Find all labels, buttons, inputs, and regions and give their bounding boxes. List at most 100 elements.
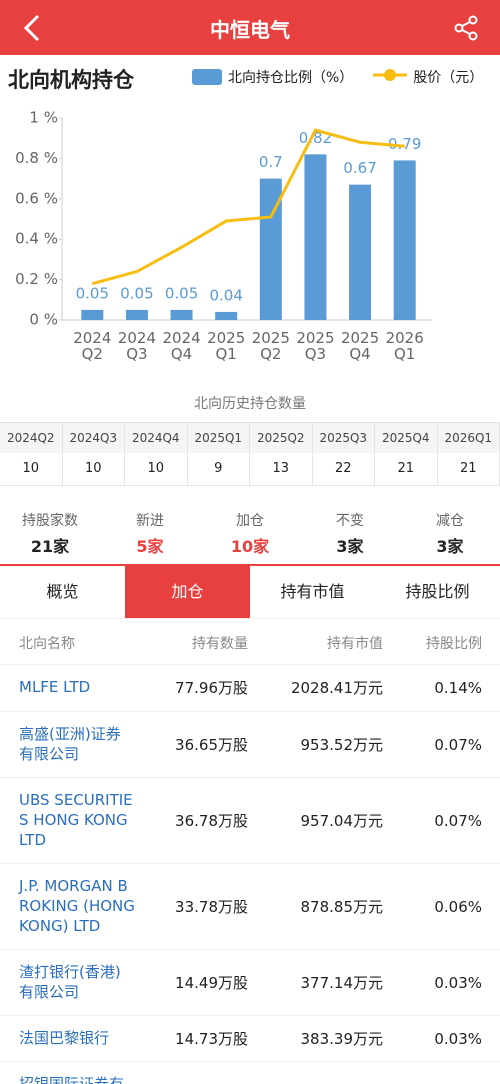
list-row[interactable]: 招银国际证券有	[0, 1062, 500, 1084]
tab[interactable]: 持有市值	[250, 566, 375, 618]
x-tick-label: 2025 Q1	[207, 329, 246, 363]
holder-name: MLFE LTD	[19, 678, 91, 696]
cell-value: 14.49万股	[175, 974, 248, 992]
list-row[interactable]: UBS SECURITIES HONG KONG LTD 36.78万股 957.0…	[0, 778, 500, 864]
history-header: 2024Q2	[0, 423, 63, 453]
page-title: 中恒电气	[210, 18, 290, 42]
legend-swatch	[192, 69, 222, 85]
tab[interactable]: 概览	[0, 566, 125, 618]
stat-label: 新进	[136, 513, 164, 529]
bar	[259, 178, 282, 320]
y-tick-label: 1 %	[29, 109, 58, 127]
list-row[interactable]: J.P. MORGAN BROKING (HONG KONG) LTD 33.78…	[0, 864, 500, 950]
list-row[interactable]: 法国巴黎银行 14.73万股 383.39万元 0.03%	[0, 1016, 500, 1062]
legend-label: 股价（元）	[413, 70, 484, 86]
cell-value: 0.14%	[434, 679, 482, 697]
cell-value: 0.07%	[434, 812, 482, 830]
history-table: 2024Q2 10 2024Q3 10 2024Q4 10 2025Q1 9 2025Q2 13 2…	[0, 422, 500, 486]
cell-value: 2028.41万元	[290, 679, 383, 697]
list-row[interactable]: 高盛(亚洲)证券有限公司 36.65万股 953.52万元 0.07%	[0, 712, 500, 778]
tab[interactable]: 持股比例	[375, 566, 500, 618]
y-tick-label: 0.8 %	[15, 149, 58, 167]
history-header: 2025Q4	[375, 423, 438, 453]
stat-label: 减仓	[436, 513, 464, 529]
history-header: 2026Q1	[437, 423, 500, 453]
cell-value: 0.06%	[434, 898, 482, 916]
header: 中恒电气	[0, 0, 500, 55]
cell-value: 957.04万元	[300, 812, 384, 830]
holder-name: 渣打银行(香港)有限公司	[19, 963, 121, 1001]
x-tick-label: 2026 Q1	[385, 329, 424, 363]
history-header: 2024Q4	[125, 423, 188, 453]
bar	[81, 309, 104, 320]
legend-swatch	[373, 67, 408, 87]
data-label: 0.7	[259, 153, 283, 171]
price-line	[91, 128, 405, 286]
stat-label: 不变	[336, 513, 364, 529]
data-label: 0.05	[165, 284, 198, 302]
x-tick-label: 2024 Q3	[117, 329, 157, 363]
cell-value: 14.73万股	[175, 1030, 248, 1048]
stat-value: 21家	[30, 537, 70, 556]
x-tick-label: 2025 Q4	[340, 329, 380, 363]
y-tick-label: 0 %	[29, 311, 58, 329]
tabs: 概览 加仓 持有市值 持股比例	[0, 566, 500, 619]
history-header: 2025Q3	[312, 423, 375, 453]
stat-value: 3家	[336, 537, 364, 556]
cell-value: 36.65万股	[175, 736, 248, 754]
holder-name: J.P. MORGAN BROKING (HONG KONG) LTD	[19, 877, 135, 935]
y-tick-label: 0.6 %	[15, 189, 58, 207]
cell-value: 77.96万股	[175, 679, 248, 697]
list-row[interactable]: 渣打银行(香港)有限公司 14.49万股 377.14万元 0.03%	[0, 950, 500, 1016]
data-label: 0.79	[388, 135, 421, 153]
data-label: 0.04	[209, 286, 242, 304]
history-value: 9	[188, 453, 250, 485]
x-tick-label: 2025 Q2	[251, 329, 290, 363]
x-tick-label: 2025 Q3	[296, 329, 335, 363]
stat-value: 5家	[136, 537, 164, 556]
share-button[interactable]	[454, 15, 480, 41]
column-header: 北向名称	[19, 636, 75, 652]
cell-value: 383.39万元	[300, 1030, 384, 1048]
back-button[interactable]	[20, 14, 44, 42]
history-value: 21	[438, 453, 500, 485]
holder-name: UBS SECURITIES HONG KONG LTD	[19, 791, 133, 849]
cell-value: 878.85万元	[300, 898, 384, 916]
legend-item: 股价（元）	[373, 67, 483, 87]
cell-value: 0.03%	[434, 1030, 482, 1048]
tab[interactable]: 加仓	[125, 566, 250, 618]
holder-list: 北向名称 持有数量 持有市值 持股比例 MLFE LTD 77.96万股 2028.41万元…	[0, 620, 500, 1084]
data-label: 0.67	[343, 159, 376, 177]
cell-value: 36.78万股	[175, 812, 248, 830]
x-tick-label: 2024 Q2	[73, 329, 112, 363]
bar	[304, 154, 327, 320]
stat-label: 加仓	[236, 513, 264, 529]
bar	[125, 309, 148, 320]
list-header: 北向名称 持有数量 持有市值 持股比例	[0, 620, 500, 665]
history-header: 2024Q3	[62, 423, 125, 453]
y-tick-label: 0.2 %	[15, 270, 58, 288]
history-value: 10	[63, 453, 125, 485]
holder-name: 高盛(亚洲)证券有限公司	[19, 725, 121, 763]
data-label: 0.05	[76, 284, 109, 302]
cell-value: 0.03%	[434, 974, 482, 992]
legend: 北向持仓比例（%） 股价（元）	[192, 67, 483, 87]
history-value: 10	[125, 453, 188, 485]
chart: 0 % 0.2 % 0.4 % 0.6 % 0.8 % 1 % 0.05 0.05 0.05 0.…	[15, 109, 432, 329]
holder-name: 招银国际证券有	[19, 1075, 125, 1084]
cell-value: 33.78万股	[175, 898, 248, 916]
cell-value: 953.52万元	[300, 736, 384, 754]
stats: 持股家数 21家 新进 5家 加仓 10家 不变 3家 减仓 3家	[0, 508, 500, 558]
divider	[0, 564, 500, 566]
x-tick-label: 2024 Q4	[162, 329, 201, 363]
history-value: 10	[0, 453, 63, 485]
bar	[349, 184, 372, 320]
history-header: 2025Q1	[187, 423, 250, 453]
legend-label: 北向持仓比例（%）	[228, 70, 354, 86]
data-label: 0.05	[120, 284, 153, 302]
history-value: 21	[375, 453, 438, 485]
history-header: 2025Q2	[250, 423, 313, 453]
bar	[215, 311, 238, 320]
list-row[interactable]: MLFE LTD 77.96万股 2028.41万元 0.14%	[0, 665, 500, 712]
